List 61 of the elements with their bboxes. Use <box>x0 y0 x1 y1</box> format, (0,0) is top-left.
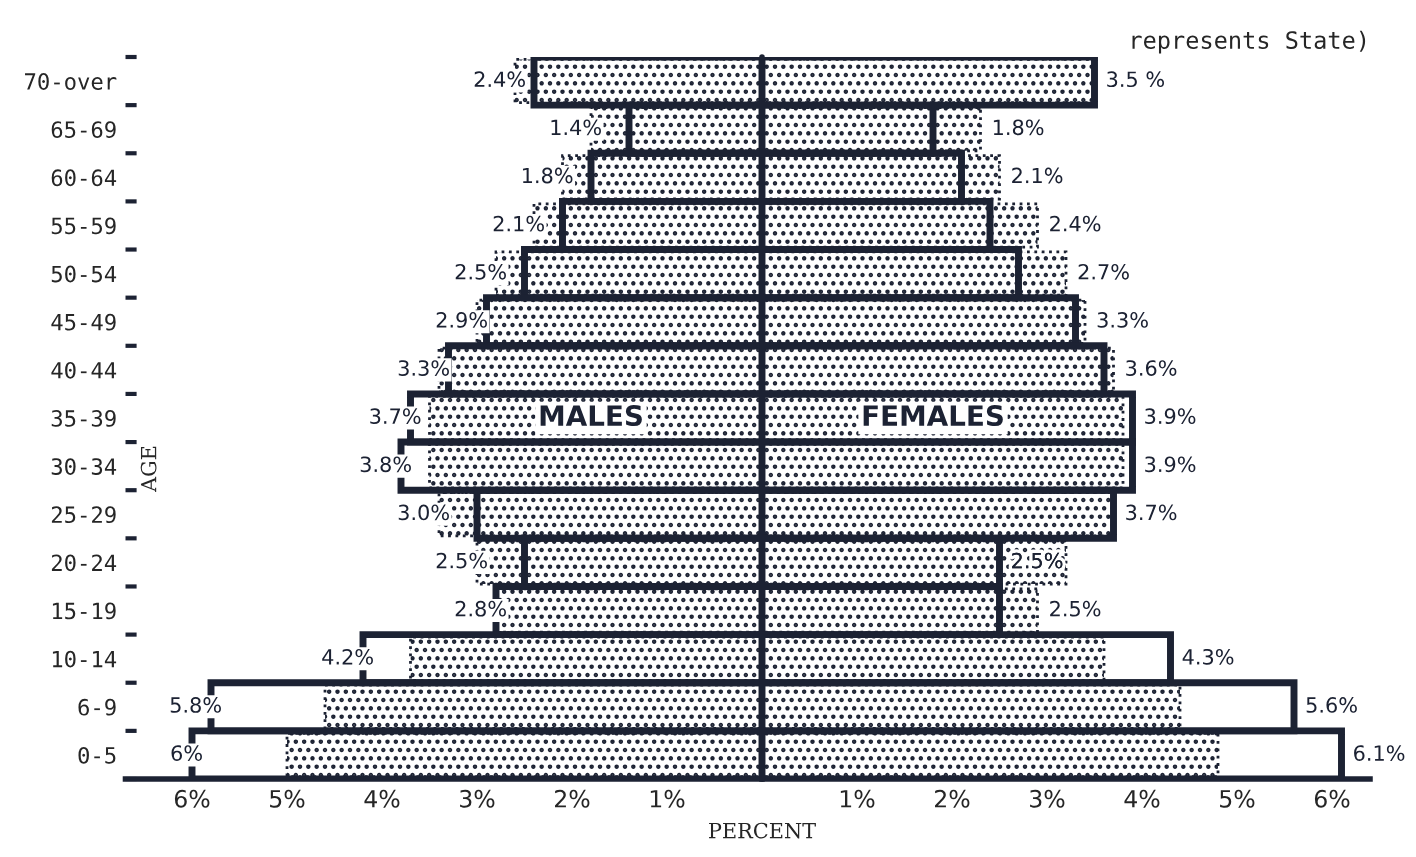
y-tick-label: 65-69 <box>51 121 116 139</box>
x-tick-label: 6% <box>1314 789 1350 808</box>
y-tick-label: 50-54 <box>51 265 117 283</box>
x-tick-label: 1% <box>840 789 875 808</box>
data-label: 3.5 % <box>1107 71 1165 88</box>
data-label: 3.7% <box>1126 504 1177 521</box>
data-label: 3.3% <box>1097 312 1148 328</box>
data-label: 1.8% <box>993 119 1044 136</box>
data-label: 2.5% <box>1050 600 1101 617</box>
y-tick-label: 20-24 <box>51 554 117 572</box>
y-tick-label: 35-39 <box>51 410 116 427</box>
x-tick-label: 5% <box>270 789 305 808</box>
data-label: 3.9% <box>1145 456 1196 473</box>
data-label: 5.8% <box>170 697 221 713</box>
data-label: 4.2% <box>322 648 373 665</box>
x-tick-label: 3% <box>1030 789 1065 808</box>
y-tick-label: 40-44 <box>51 361 117 379</box>
y-tick-label: 45-49 <box>51 313 116 331</box>
chart-title: represents State) <box>1132 30 1366 54</box>
data-label: 1.4% <box>551 119 601 136</box>
x-tick-label: 5% <box>1220 789 1255 808</box>
data-label: 6% <box>171 745 202 761</box>
y-axis-title: AGE <box>140 446 157 493</box>
data-label: 2.4% <box>1050 215 1101 232</box>
data-label: 3.6% <box>1126 360 1177 376</box>
y-tick-label: 6-9 <box>78 698 116 716</box>
x-tick-label: 2% <box>935 789 970 808</box>
y-tick-label: 10-14 <box>52 650 117 668</box>
y-tick-label: 15-19 <box>52 602 116 620</box>
data-label: 2.1% <box>1012 167 1063 184</box>
data-label: 2.9% <box>436 312 487 328</box>
data-label: 3.9% <box>1145 408 1196 425</box>
y-tick-label: 70-over <box>25 73 117 90</box>
x-axis-title: PERCENT <box>709 822 816 839</box>
x-tick-label: 2% <box>555 789 590 808</box>
data-label: 5.6% <box>1306 697 1357 713</box>
x-tick-label: 6% <box>174 789 210 808</box>
y-tick-label: 60-64 <box>51 169 117 187</box>
data-label: 6.1% <box>1354 745 1405 761</box>
y-tick-label: 0-5 <box>78 746 116 764</box>
series-label: MALES <box>540 405 642 427</box>
x-tick-label: 4% <box>364 789 400 808</box>
data-label: 1.8% <box>522 167 573 184</box>
data-label: 3.0% <box>398 504 449 521</box>
x-tick-label: 4% <box>1124 789 1160 808</box>
data-label: 3.7% <box>370 408 421 425</box>
series-label: FEMALES <box>863 405 1003 427</box>
data-label: 4.3% <box>1182 648 1234 665</box>
y-tick-label: 25-29 <box>51 506 116 524</box>
data-label: 2.8% <box>455 600 506 617</box>
data-label: 2.7% <box>1078 263 1129 280</box>
data-label: 2.5% <box>436 552 487 569</box>
data-label: 2.1% <box>493 215 544 232</box>
y-tick-label: 55-59 <box>51 217 116 235</box>
x-tick-label: 1% <box>650 789 685 808</box>
y-tick-label: 30-34 <box>51 458 117 475</box>
data-label: 3.3% <box>398 360 449 376</box>
x-tick-label: 3% <box>460 789 495 808</box>
data-label: 2.4% <box>474 71 525 88</box>
data-label: 2.5% <box>455 263 506 280</box>
data-label: 3.8% <box>360 456 411 473</box>
